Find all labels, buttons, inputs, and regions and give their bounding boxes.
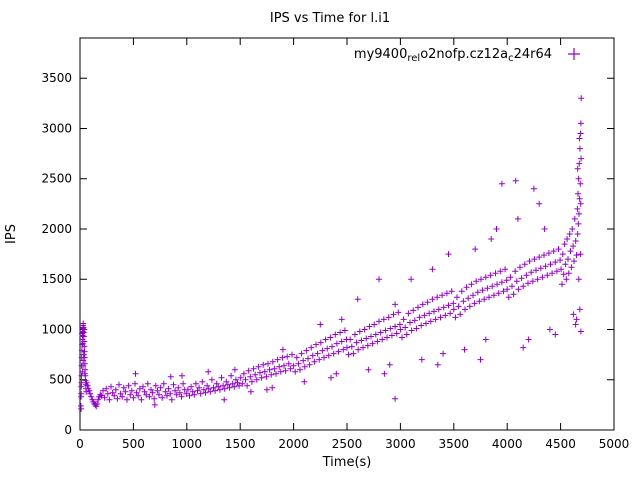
y-tick-label: 500 [49, 373, 72, 387]
y-tick-label: 3000 [41, 122, 72, 136]
y-tick-label: 1000 [41, 323, 72, 337]
x-tick-label: 4000 [492, 437, 523, 451]
plot-area: 0 500 1000 1500 2000 2500 3000 3500 4000 4500 5000… [41, 37, 630, 451]
y-tick-label: 2000 [41, 222, 72, 236]
series-points [77, 95, 585, 412]
x-tick-label: 0 [76, 437, 84, 451]
legend-label: my9400relo2nofp.cz12ac24r64 [354, 47, 552, 64]
x-tick-label: 1500 [225, 437, 256, 451]
x-tick-label: 1000 [172, 437, 203, 451]
x-tick-label: 2500 [332, 437, 363, 451]
x-tick-label: 500 [122, 437, 145, 451]
x-tick-label: 3000 [385, 437, 416, 451]
y-tick-label: 1500 [41, 272, 72, 286]
x-tick-label: 3500 [439, 437, 470, 451]
plot-border [79, 37, 615, 431]
legend-marker-plus-icon [568, 48, 580, 60]
y-axis-label: IPS [4, 224, 19, 244]
y-tick-label: 3500 [41, 71, 72, 85]
x-tick-label: 5000 [599, 437, 630, 451]
chart-title: IPS vs Time for l.i1 [270, 11, 390, 26]
x-axis-label: Time(s) [322, 455, 372, 470]
x-tick-label: 4500 [545, 437, 576, 451]
x-tick-label: 2000 [278, 437, 309, 451]
y-tick-label: 2500 [41, 172, 72, 186]
y-tick-label: 0 [64, 423, 72, 437]
